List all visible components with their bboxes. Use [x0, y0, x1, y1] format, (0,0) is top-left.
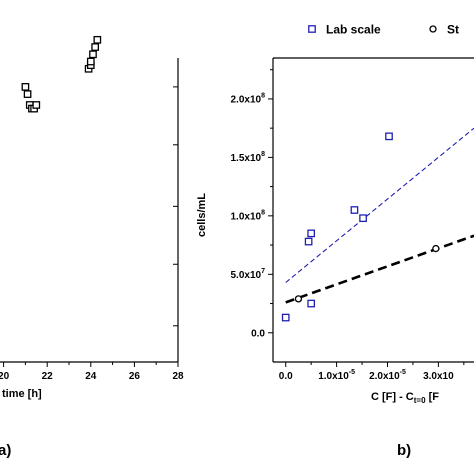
panel-a-x-tick-label: 20: [0, 371, 10, 382]
panel-a-point: [93, 35, 102, 44]
panel-a-point: [86, 57, 95, 66]
panel-b-label: b): [397, 442, 411, 459]
legend-label: St: [447, 23, 459, 37]
panel-b-point: [359, 214, 367, 223]
panel-b-x-axis-title: C [F] - Ct=0 [F: [371, 391, 439, 405]
panel-b-point: [385, 132, 393, 141]
panel-b-point: [350, 206, 359, 214]
panel-a-x-ticks: 20 22 24 26 28: [0, 362, 184, 382]
panel-b-x-tick-label: 1.0x10-5: [318, 369, 355, 382]
panel-a: 20 22 24 26 28 time [h] a): [0, 35, 184, 459]
panel-b-x-ticks: 0.0 1.0x10-5 2.0x10-5 3.0x10: [279, 362, 465, 382]
legend-marker: [308, 25, 316, 33]
panel-b-point: [432, 244, 440, 253]
panel-a-point: [91, 43, 100, 51]
panel-b-y-tick-label: 2.0x108: [231, 92, 266, 105]
legend-label: Lab scale: [326, 23, 381, 37]
panel-b-x-tick-label: 3.0x10: [423, 371, 454, 382]
legend-entry: Lab scale: [308, 23, 381, 37]
panel-a-point: [32, 101, 41, 109]
panel-a-markers: [21, 35, 102, 113]
panel-a-x-tick-label: 26: [129, 371, 141, 382]
panel-b-y-tick-label: 0.0: [251, 328, 265, 339]
legend-marker: [429, 25, 437, 33]
panel-a-x-tick-label: 24: [85, 371, 97, 382]
panel-b-point: [307, 229, 316, 238]
panel-b-y-tick-label: 1.0x108: [231, 209, 266, 222]
panel-b-y-ticks: 0.0 5.0x107 1.0x108 1.5x108 2.0x108: [231, 69, 273, 339]
panel-b-x-tick-label: 0.0: [279, 371, 293, 382]
panel-b-point: [281, 313, 290, 322]
panel-b-y-tick-label: 5.0x107: [231, 268, 266, 281]
panel-b-point: [307, 299, 316, 308]
panel-a-x-axis-title: time [h]: [2, 388, 42, 400]
panel-b-legend: Lab scale St: [308, 23, 459, 37]
panel-a-right-ticks: [173, 86, 178, 327]
panel-b-y-axis-title: cells/mL: [196, 193, 208, 237]
panel-b-markers: [281, 132, 440, 322]
panel-a-label: a): [0, 442, 11, 459]
panel-b-point: [304, 237, 313, 246]
panel-b-x-tick-label: 2.0x10-5: [369, 369, 406, 382]
panel-b-y-tick-label: 1.5x108: [231, 151, 266, 164]
panel-a-x-tick-label: 28: [172, 371, 184, 382]
panel-a-x-tick-label: 22: [42, 371, 54, 382]
legend-entry: St: [429, 23, 459, 37]
panel-a-point: [23, 90, 32, 98]
panel-a-point: [21, 83, 30, 91]
panel-b-fit-lines: [285, 127, 474, 304]
panel-b: Lab scale St 0.0 5.0x107 1.0x108 1.5x108 2.0x…: [196, 23, 474, 459]
panel-b-fit-line: [285, 127, 474, 283]
panel-a-point: [89, 50, 97, 59]
panel-b-point: [294, 295, 303, 303]
panel-b-fit-line: [285, 234, 474, 304]
